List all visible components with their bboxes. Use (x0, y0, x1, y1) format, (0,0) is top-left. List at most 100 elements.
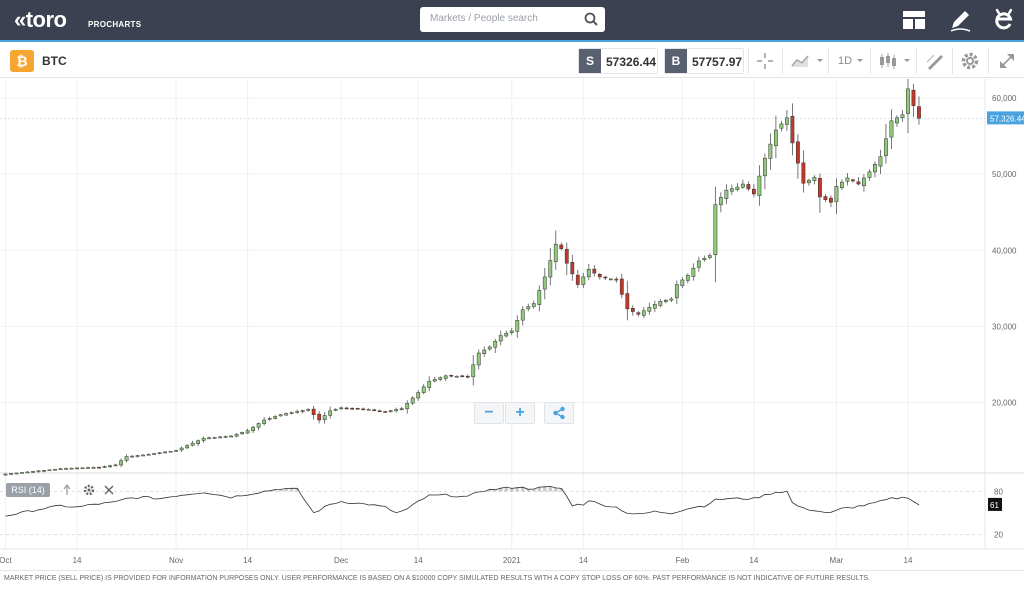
candle-down (619, 278, 624, 295)
candle-up (696, 260, 701, 268)
rsi-settings-icon[interactable] (82, 483, 96, 497)
candle-up (454, 375, 459, 378)
candle-down (603, 276, 608, 279)
candle-up (218, 436, 223, 439)
crosshair-icon[interactable] (752, 48, 778, 74)
candle-up (14, 472, 19, 475)
candle-up (273, 416, 278, 419)
candle-up (185, 445, 189, 449)
disclaimer-text: MARKET PRICE (SELL PRICE) IS PROVIDED FO… (4, 575, 870, 582)
search-icon[interactable] (583, 11, 599, 27)
toolbar-divider (782, 48, 783, 74)
candle-up (157, 452, 162, 454)
gear-icon[interactable] (957, 48, 983, 74)
candle-up (196, 440, 201, 444)
candlestick-icon[interactable] (874, 48, 914, 74)
candle-up (680, 279, 685, 286)
current-price-marker (987, 111, 1024, 125)
candle-up (443, 375, 448, 379)
candle-up (702, 258, 707, 261)
market-search-box[interactable]: Markets / People search (420, 7, 605, 32)
sell-price-button[interactable]: S 57326.44 (578, 48, 658, 74)
candle-up (482, 349, 487, 355)
candle-up (762, 157, 767, 177)
candle-down (97, 466, 101, 469)
candle-up (471, 364, 476, 378)
chart-type-icon[interactable] (788, 48, 826, 74)
candle-up (135, 455, 140, 457)
candle-up (707, 255, 712, 258)
candle-up (812, 176, 817, 181)
candle-up (201, 438, 206, 441)
candle-up (834, 186, 839, 203)
candle-down (746, 184, 751, 190)
layout-icon[interactable] (900, 6, 928, 34)
candle-down (355, 408, 360, 410)
price-tick-label: 50,000 (992, 170, 1017, 179)
candle-down (829, 197, 833, 203)
candle-up (9, 473, 13, 475)
buy-label: B (665, 49, 687, 73)
candle-down (311, 408, 316, 415)
rsi-indicator-label[interactable]: RSI (14) (6, 483, 50, 497)
zoom-out-button[interactable]: − (474, 402, 504, 424)
candle-up (713, 204, 718, 255)
candle-up (25, 471, 30, 474)
search-input[interactable]: Markets / People search (430, 13, 538, 24)
time-tick-label: 14 (243, 556, 252, 565)
time-tick-label: Dec (334, 556, 348, 565)
candle-up (410, 397, 415, 404)
time-tick-label: 2021 (503, 556, 521, 565)
rsi-close-icon[interactable] (103, 483, 115, 497)
candle-up (652, 304, 657, 309)
candle-up (729, 188, 734, 192)
rsi-tick-label: 80 (994, 487, 1003, 496)
interval-dropdown[interactable]: 1D (834, 48, 866, 74)
candle-up (548, 260, 553, 278)
zoom-in-button[interactable]: + (505, 402, 535, 424)
candle-up (840, 181, 844, 189)
candle-up (141, 454, 145, 457)
candle-up (102, 466, 107, 468)
candle-up (889, 120, 894, 138)
candle-up (873, 164, 877, 173)
candle-up (207, 437, 212, 440)
candle-up (487, 346, 492, 350)
price-tick-label: 60,000 (992, 94, 1017, 103)
rsi-tick-label: 20 (994, 531, 1003, 540)
candle-up (295, 411, 300, 413)
candle-up (735, 186, 740, 190)
fullscreen-icon[interactable] (994, 48, 1020, 74)
candle-up (42, 470, 46, 472)
candle-up (300, 410, 305, 412)
candle-up (53, 468, 57, 471)
candle-up (108, 465, 112, 468)
candle-down (790, 115, 795, 144)
candle-down (614, 278, 619, 281)
share-icon (553, 406, 565, 420)
time-tick-label: Feb (675, 556, 689, 565)
candle-down (796, 141, 800, 164)
candle-up (179, 447, 184, 451)
candle-up (520, 309, 525, 321)
draw-tools-icon[interactable] (922, 48, 948, 74)
current-price-label: 57,326.44 (990, 114, 1024, 123)
rsi-current-value: 61 (990, 501, 999, 510)
etoro-logo[interactable]: «toro (14, 7, 67, 32)
etoro-e-icon[interactable] (990, 6, 1018, 34)
pencil-icon[interactable] (946, 6, 974, 34)
candle-up (553, 243, 558, 263)
arrow-up-icon[interactable] (62, 483, 72, 497)
candle-down (636, 312, 641, 315)
candle-up (212, 437, 217, 439)
candle-down (856, 181, 861, 185)
buy-price-button[interactable]: B 57757.97 (664, 48, 744, 74)
candle-up (724, 189, 729, 200)
candle-down (564, 248, 569, 264)
share-button[interactable] (544, 402, 574, 424)
rsi-current-marker (988, 497, 1002, 511)
candle-up (229, 435, 234, 438)
candle-up (807, 179, 811, 184)
price-chart[interactable]: 60,000 50,000 40,000 30,000 20,000 Oct 14 Nov 14… (0, 79, 1024, 570)
instrument-symbol[interactable]: BTC (42, 54, 67, 68)
